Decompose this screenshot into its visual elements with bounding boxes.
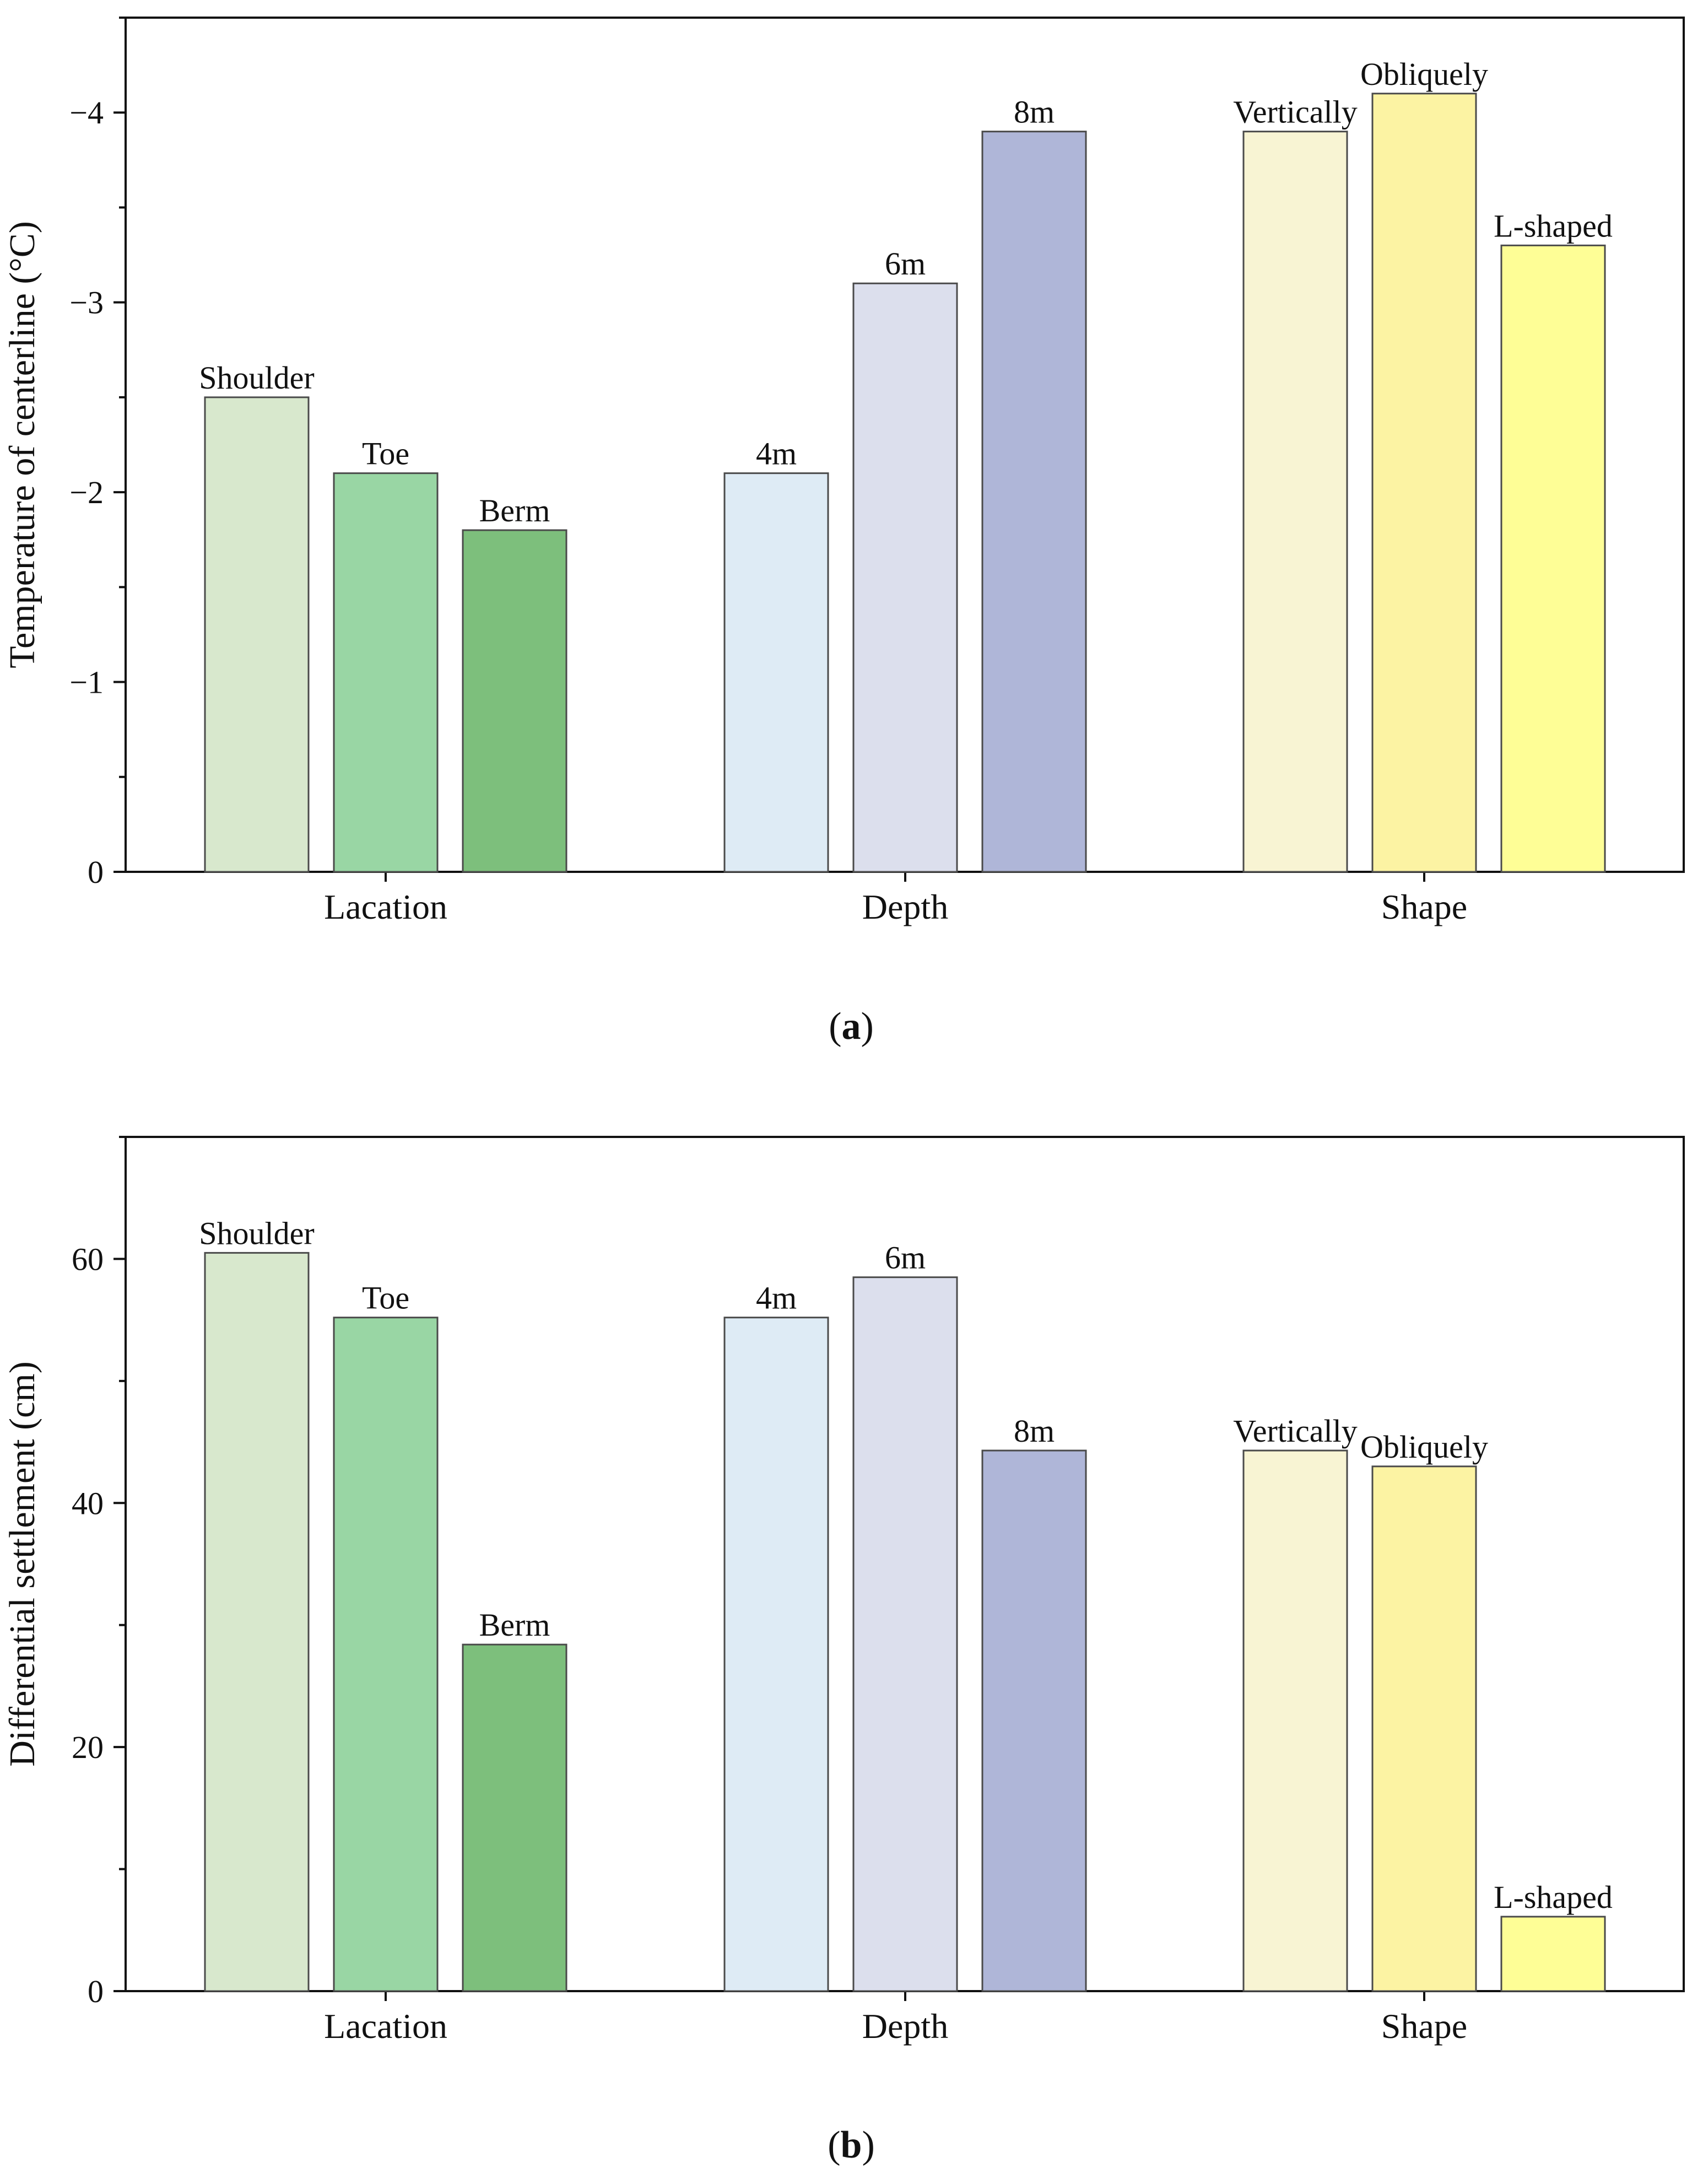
bar-lacation-shoulder	[204, 1252, 310, 1992]
x-category-label: Shape	[1381, 887, 1467, 926]
bar-depth-4m	[723, 472, 829, 873]
y-tick-label: −1	[69, 665, 104, 700]
bar-depth-6m	[852, 1276, 958, 1992]
bar-value-label: 8m	[1014, 94, 1055, 130]
bar-value-label: Toe	[362, 436, 409, 472]
bar-value-label: L-shaped	[1494, 1879, 1613, 1915]
bar-value-label: Berm	[479, 1607, 550, 1643]
bar-value-label: Obliquely	[1360, 56, 1488, 92]
bar-value-label: 4m	[756, 1280, 797, 1316]
y-axis-title: Differential settlement (cm)	[2, 1361, 42, 1766]
y-tick-label: 0	[88, 854, 104, 890]
y-tick-label: −3	[69, 285, 104, 321]
bar-shape-obliquely	[1371, 1465, 1477, 1992]
y-tick-label: 0	[88, 1973, 104, 2009]
bar-shape-l-shaped	[1500, 1916, 1606, 1992]
bar-value-label: Berm	[479, 493, 550, 529]
bar-lacation-berm	[462, 529, 567, 873]
bar-value-label: 6m	[885, 1240, 926, 1276]
panel-a-chart: 0 −1 −2 −3 −4 Temperature of centerline (°C) L…	[2, 17, 1685, 1048]
x-category-label: Depth	[862, 2007, 948, 2046]
y-tick-label: 20	[72, 1729, 104, 1765]
x-category-label: Lacation	[324, 2007, 447, 2046]
bar-depth-8m	[981, 1449, 1087, 1992]
bar-depth-4m	[723, 1317, 829, 1992]
bar-lacation-toe	[333, 472, 439, 873]
panel-b-chart: 0 20 40 60 Differential settlement (cm) Lacat…	[2, 1136, 1685, 2166]
x-category-label: Lacation	[324, 887, 447, 926]
panel-letter: b	[841, 2124, 862, 2166]
bar-depth-6m	[852, 282, 958, 873]
panel-caption: (a)	[829, 1005, 874, 1048]
bar-value-label: 8m	[1014, 1413, 1055, 1449]
y-tick-label: 40	[72, 1485, 104, 1521]
y-tick-label: 60	[72, 1241, 104, 1277]
bar-lacation-shoulder	[204, 396, 310, 873]
bar-shape-vertically	[1242, 131, 1348, 873]
bar-value-label: Shoulder	[199, 360, 314, 396]
panel-caption: (b)	[828, 2124, 875, 2166]
bar-value-label: 4m	[756, 436, 797, 472]
bar-value-label: 6m	[885, 246, 926, 282]
bar-value-label: Vertically	[1233, 1413, 1357, 1449]
bar-shape-obliquely	[1371, 93, 1477, 873]
x-category-label: Depth	[862, 887, 948, 926]
bar-depth-8m	[981, 131, 1087, 873]
y-tick-label: −2	[69, 474, 104, 510]
bar-lacation-toe	[333, 1317, 439, 1992]
bar-value-label: Shoulder	[199, 1215, 314, 1251]
bar-value-label: Obliquely	[1360, 1429, 1488, 1465]
panel-letter: a	[842, 1005, 861, 1048]
bar-shape-vertically	[1242, 1449, 1348, 1992]
bar-value-label: Vertically	[1233, 94, 1357, 130]
x-category-label: Shape	[1381, 2007, 1467, 2046]
y-axis-title: Temperature of centerline (°C)	[2, 221, 42, 668]
y-tick-label: −4	[69, 95, 104, 131]
bar-shape-l-shaped	[1500, 244, 1606, 873]
bar-lacation-berm	[462, 1643, 567, 1992]
bar-value-label: L-shaped	[1494, 208, 1613, 244]
bar-value-label: Toe	[362, 1280, 409, 1316]
